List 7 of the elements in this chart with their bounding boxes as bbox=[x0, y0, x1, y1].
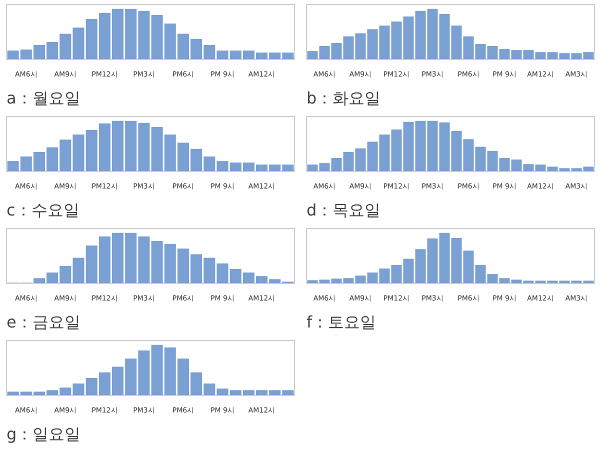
text: e：금요일 bbox=[6, 312, 80, 332]
text: d：목요일 bbox=[306, 200, 381, 220]
text: c：수요일 bbox=[6, 200, 80, 220]
text: f：토요일 bbox=[306, 312, 376, 332]
text: b：화요일 bbox=[306, 88, 381, 108]
text: a：월요일 bbox=[6, 88, 80, 108]
text: g：일요일 bbox=[6, 424, 81, 444]
